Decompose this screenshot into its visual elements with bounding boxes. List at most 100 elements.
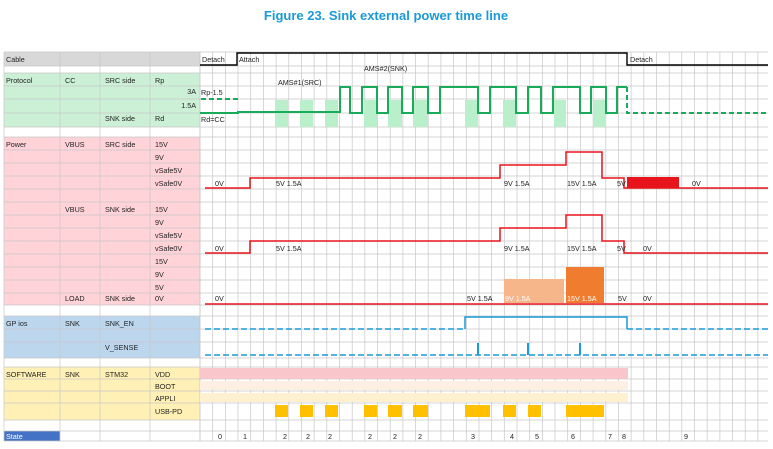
snk-vbus-line bbox=[205, 214, 768, 254]
rdcc-label: Rd=CC bbox=[201, 115, 225, 124]
level-15v-c: 15V bbox=[155, 257, 168, 266]
protocol-label-bg bbox=[4, 73, 200, 127]
rp15-label: Rp-1.5 bbox=[201, 88, 223, 97]
level-vsafe5v-a: vSafe5V bbox=[155, 166, 182, 175]
ams-fill bbox=[593, 100, 606, 127]
usb-pd-block bbox=[503, 405, 516, 417]
state-value: 3 bbox=[471, 432, 475, 441]
usb-pd-block bbox=[566, 405, 604, 417]
state-value: 2 bbox=[328, 432, 332, 441]
usb-pd-block bbox=[528, 405, 541, 417]
state-value: 1 bbox=[243, 432, 247, 441]
gpio-snk-label: SNK bbox=[65, 319, 80, 328]
snk-annot-0v: 0V bbox=[215, 244, 224, 253]
snk-annot-5v2: 5V bbox=[617, 244, 626, 253]
cable-line bbox=[200, 52, 768, 66]
snk-side-label: SNK side bbox=[105, 114, 135, 123]
row-labels: Cable Protocol CC SRC side Rp SNK side R… bbox=[6, 55, 196, 441]
power-src-side: SRC side bbox=[105, 140, 135, 149]
boot-label: BOOT bbox=[155, 382, 176, 391]
ams-fill bbox=[300, 100, 313, 127]
gpio-signals bbox=[205, 316, 768, 356]
usb-pd-block bbox=[413, 405, 428, 417]
vbus1-label: VBUS bbox=[65, 140, 85, 149]
stm32-label: STM32 bbox=[105, 370, 128, 379]
ams1-label: AMS#1(SRC) bbox=[278, 78, 322, 87]
state-label-bg bbox=[4, 431, 60, 441]
ams-fill bbox=[413, 100, 428, 127]
cc-label: CC bbox=[65, 76, 75, 85]
appli-label: APPLI bbox=[155, 394, 175, 403]
snk-annot-0v2: 0V bbox=[643, 244, 652, 253]
ams-fill bbox=[275, 100, 288, 127]
load-annot-5v2: 5V bbox=[618, 294, 627, 303]
cc-tail-dashed bbox=[626, 87, 768, 114]
ams-fills bbox=[275, 100, 606, 127]
load-annot-0v: 0V bbox=[215, 294, 224, 303]
grid bbox=[3, 51, 768, 442]
software-label: SOFTWARE bbox=[6, 370, 47, 379]
state-value: 7 bbox=[608, 432, 612, 441]
level-1p5a: 1.5A bbox=[181, 101, 196, 110]
snk-en-label: SNK_EN bbox=[105, 319, 134, 328]
usb-pd-block bbox=[364, 405, 377, 417]
level-9v-b: 9V bbox=[155, 218, 164, 227]
level-vsafe0v-b: vSafe0V bbox=[155, 244, 182, 253]
usb-pd-blocks bbox=[275, 405, 604, 417]
rp-label: Rp bbox=[155, 76, 164, 85]
label-backgrounds bbox=[4, 52, 200, 441]
gpio-label-bg bbox=[4, 316, 200, 358]
gpios-label: GP ios bbox=[6, 319, 28, 328]
state-value: 2 bbox=[306, 432, 310, 441]
src-side-label: SRC side bbox=[105, 76, 135, 85]
cable-label: Cable bbox=[6, 55, 25, 64]
v-sense-label: V_SENSE bbox=[105, 343, 138, 352]
cable-detach-text: Detach bbox=[202, 55, 225, 64]
load-9v-block bbox=[504, 279, 564, 303]
state-value: 2 bbox=[418, 432, 422, 441]
state-value: 2 bbox=[393, 432, 397, 441]
src-annot-5v2: 5V bbox=[617, 179, 626, 188]
load-15v-block bbox=[566, 267, 604, 303]
power-signal: 0V 5V 1.5A 9V 1.5A 15V 1.5A 5V 0V 0V 5V … bbox=[205, 151, 768, 305]
software-signals bbox=[200, 368, 628, 417]
cable-attach-text: Attach bbox=[239, 55, 259, 64]
power-label-bg bbox=[4, 137, 200, 305]
software-snk-label: SNK bbox=[65, 370, 80, 379]
ams-fill bbox=[554, 100, 566, 127]
level-0v-c: 0V bbox=[155, 294, 164, 303]
level-vsafe0v-a: vSafe0V bbox=[155, 179, 182, 188]
usb-pd-block bbox=[465, 405, 490, 417]
state-value: 4 bbox=[510, 432, 514, 441]
state-row: 0 1 2 2 2 2 2 2 3 4 5 6 7 8 9 bbox=[218, 432, 688, 441]
cable-signal: Detach Attach Detach bbox=[200, 52, 768, 66]
load-annot-9v: 9V 1.5A bbox=[505, 294, 531, 303]
vbus2-label: VBUS bbox=[65, 205, 85, 214]
src-discharge-block bbox=[627, 177, 679, 188]
software-label-bg bbox=[4, 367, 200, 420]
state-label: State bbox=[6, 432, 23, 441]
src-annot-9v: 9V 1.5A bbox=[504, 179, 530, 188]
usb-pd-block bbox=[300, 405, 313, 417]
cc-line bbox=[200, 86, 627, 114]
ams-fill bbox=[388, 100, 402, 127]
src-annot-0v2: 0V bbox=[692, 179, 701, 188]
level-15v-b: 15V bbox=[155, 205, 168, 214]
level-5v-c: 5V bbox=[155, 283, 164, 292]
state-value: 5 bbox=[535, 432, 539, 441]
state-value: 6 bbox=[571, 432, 575, 441]
power-snk-side: SNK side bbox=[105, 205, 135, 214]
state-value: 9 bbox=[684, 432, 688, 441]
src-annot-15v: 15V 1.5A bbox=[567, 179, 597, 188]
src-annot-0v: 0V bbox=[215, 179, 224, 188]
usb-pd-block bbox=[275, 405, 288, 417]
load-snk-side: SNK side bbox=[105, 294, 135, 303]
level-9v-c: 9V bbox=[155, 270, 164, 279]
load-label: LOAD bbox=[65, 294, 85, 303]
rd-label: Rd bbox=[155, 114, 164, 123]
src-vbus-line bbox=[205, 151, 768, 189]
state-value: 8 bbox=[622, 432, 626, 441]
snk-en-high bbox=[464, 316, 628, 329]
ams-fill bbox=[325, 100, 338, 127]
